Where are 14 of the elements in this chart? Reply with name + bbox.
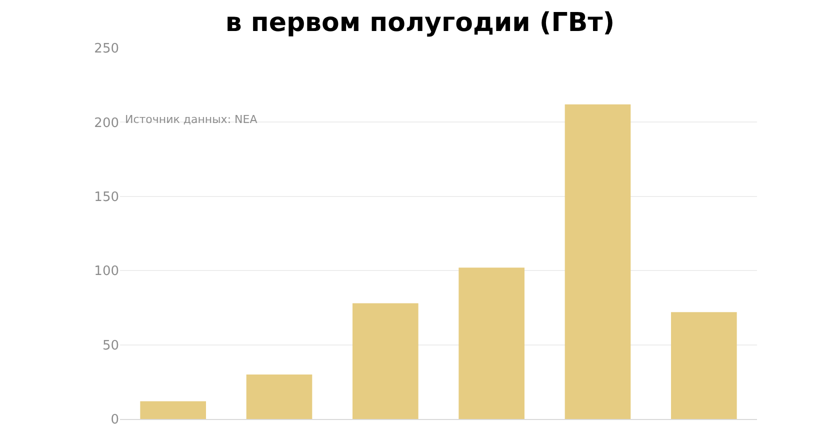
y-tick-label: 0 [110, 412, 119, 428]
y-tick-label: 100 [94, 264, 119, 280]
y-tick-label: 50 [102, 338, 119, 354]
bar [352, 303, 418, 419]
bar [671, 312, 737, 419]
chart-title: в первом полугодии (ГВт) [225, 8, 615, 38]
annotation: Источник данных: NEA [125, 113, 258, 126]
y-tick-label: 250 [94, 42, 119, 57]
y-tick-label: 200 [94, 116, 119, 131]
bar [246, 374, 312, 419]
bar [458, 268, 524, 419]
bar [564, 104, 631, 419]
bar [140, 401, 206, 419]
y-tick-label: 150 [94, 190, 119, 205]
